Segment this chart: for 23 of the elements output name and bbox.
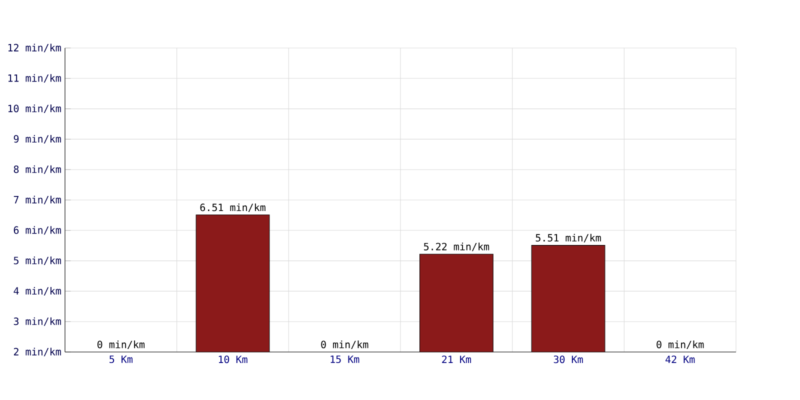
y-tick-label: 8 min/km xyxy=(14,165,61,174)
data-label: 5.22 min/km xyxy=(424,242,490,252)
x-tick-label: 5 Km xyxy=(110,356,132,364)
y-tick-label: 5 min/km xyxy=(14,256,61,266)
y-tick-label: 10 min/km xyxy=(8,104,61,114)
x-tick-label: 15 Km xyxy=(330,356,360,364)
text: 0 min/km xyxy=(656,340,704,350)
y-tick-label: 9 min/km xyxy=(14,134,61,144)
text: 0 min/km xyxy=(97,340,145,350)
x-tick-label: 42 Km xyxy=(666,356,695,364)
y-tick-label: 12 min/km xyxy=(8,44,61,52)
y-tick-label: 11 min/km xyxy=(8,74,61,83)
y-tick-label: 4 min/km xyxy=(14,286,61,296)
data-label: 6.51 min/km xyxy=(200,203,266,212)
y-tick-label: 2 min/km xyxy=(14,348,61,356)
x-tick-label: 10 Km xyxy=(218,356,248,364)
x-tick-label: 30 Km xyxy=(554,356,583,364)
y-tick-label: 6 min/km xyxy=(14,226,61,235)
y-tick-label: 7 min/km xyxy=(14,196,61,204)
data-label: 5.51 min/km xyxy=(536,234,601,242)
y-tick-label: 3 min/km xyxy=(14,317,61,326)
x-tick-label: 21 Km xyxy=(442,356,471,364)
text: 0 min/km xyxy=(321,340,368,350)
